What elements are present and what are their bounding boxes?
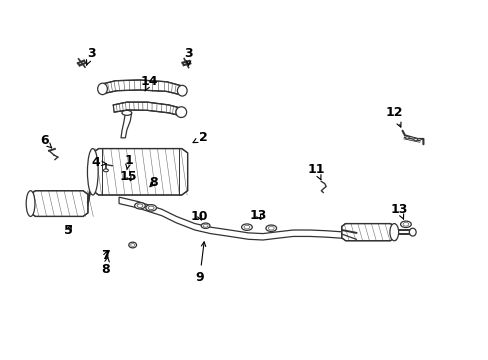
Text: 3: 3 — [184, 47, 192, 66]
Ellipse shape — [145, 204, 156, 211]
Text: 2: 2 — [193, 131, 207, 144]
Text: 14: 14 — [141, 75, 158, 91]
Text: 15: 15 — [120, 170, 137, 183]
Ellipse shape — [408, 228, 415, 236]
Text: 12: 12 — [385, 106, 402, 127]
Text: 7: 7 — [102, 248, 110, 261]
Text: 3: 3 — [86, 47, 96, 65]
Ellipse shape — [122, 111, 131, 115]
Ellipse shape — [265, 225, 276, 231]
Ellipse shape — [405, 137, 408, 139]
Polygon shape — [93, 149, 187, 195]
Ellipse shape — [176, 107, 186, 117]
Polygon shape — [119, 197, 356, 240]
Polygon shape — [30, 191, 88, 216]
Ellipse shape — [130, 244, 134, 247]
Ellipse shape — [244, 225, 249, 229]
Polygon shape — [101, 80, 183, 95]
Ellipse shape — [389, 224, 398, 241]
Ellipse shape — [268, 226, 274, 230]
Ellipse shape — [103, 169, 108, 172]
Ellipse shape — [98, 83, 107, 95]
Ellipse shape — [177, 85, 187, 96]
Text: 8: 8 — [149, 176, 158, 189]
Text: 8: 8 — [102, 257, 110, 276]
Ellipse shape — [87, 149, 98, 195]
Text: 4: 4 — [92, 156, 106, 169]
Ellipse shape — [128, 242, 136, 248]
Text: 10: 10 — [191, 210, 208, 223]
Text: 1: 1 — [124, 154, 133, 170]
Ellipse shape — [402, 222, 408, 226]
Polygon shape — [121, 113, 131, 138]
Ellipse shape — [26, 191, 35, 216]
Text: 11: 11 — [307, 163, 325, 180]
Text: 9: 9 — [195, 242, 205, 284]
Ellipse shape — [134, 203, 145, 209]
Ellipse shape — [201, 223, 209, 228]
Ellipse shape — [400, 221, 410, 228]
Ellipse shape — [148, 206, 154, 210]
Ellipse shape — [241, 224, 252, 230]
Ellipse shape — [137, 204, 142, 207]
Ellipse shape — [203, 224, 207, 227]
Text: 5: 5 — [64, 224, 73, 237]
Text: 13: 13 — [389, 203, 407, 219]
Text: 6: 6 — [40, 134, 52, 148]
Polygon shape — [341, 224, 393, 241]
Polygon shape — [113, 102, 182, 116]
Ellipse shape — [413, 139, 417, 141]
Text: 13: 13 — [249, 208, 266, 221]
